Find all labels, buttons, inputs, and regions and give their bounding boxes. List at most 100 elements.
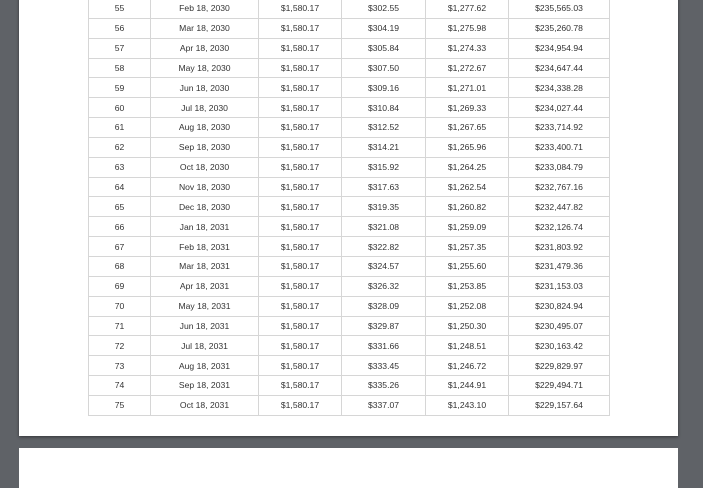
- interest-cell: $1,248.51: [425, 335, 509, 357]
- principal-cell: $317.63: [341, 176, 426, 198]
- payment-number-cell: 64: [88, 176, 151, 198]
- payment-number-cell: 59: [88, 77, 151, 99]
- payment-amount-cell: $1,580.17: [258, 315, 342, 337]
- payment-date-cell: Sep 18, 2031: [150, 375, 259, 396]
- principal-cell: $314.21: [341, 136, 426, 158]
- payment-date-cell: Jun 18, 2031: [150, 315, 259, 337]
- payment-date-cell: Mar 18, 2030: [150, 17, 259, 39]
- interest-cell: $1,244.91: [425, 375, 509, 396]
- payment-date-cell: Apr 18, 2031: [150, 275, 259, 297]
- interest-cell: $1,269.33: [425, 97, 509, 119]
- balance-cell: $233,714.92: [508, 117, 610, 138]
- payment-amount-cell: $1,580.17: [258, 335, 342, 357]
- table-row: 62 Sep 18, 2030 $1,580.17 $314.21 $1,265.96 $…: [88, 136, 610, 158]
- payment-number-cell: 65: [88, 196, 151, 218]
- payment-amount-cell: $1,580.17: [258, 176, 342, 198]
- balance-cell: $234,027.44: [508, 97, 610, 119]
- payment-amount-cell: $1,580.17: [258, 236, 342, 257]
- principal-cell: $312.52: [341, 117, 426, 138]
- table-row: 71 Jun 18, 2031 $1,580.17 $329.87 $1,250.30 $…: [88, 315, 610, 337]
- interest-cell: $1,250.30: [425, 315, 509, 337]
- interest-cell: $1,259.09: [425, 216, 509, 238]
- payment-amount-cell: $1,580.17: [258, 57, 342, 79]
- payment-date-cell: Mar 18, 2031: [150, 255, 259, 277]
- payment-number-cell: 66: [88, 216, 151, 238]
- table-row: 65 Dec 18, 2030 $1,580.17 $319.35 $1,260.82 $…: [88, 196, 610, 218]
- interest-cell: $1,275.98: [425, 17, 509, 39]
- payment-amount-cell: $1,580.17: [258, 77, 342, 99]
- next-document-page: [19, 448, 678, 488]
- balance-cell: $232,126.74: [508, 216, 610, 238]
- table-row: 67 Feb 18, 2031 $1,580.17 $322.82 $1,257.35 $…: [88, 236, 610, 257]
- table-row: 73 Aug 18, 2031 $1,580.17 $333.45 $1,246.72 $…: [88, 355, 610, 377]
- payment-date-cell: Feb 18, 2030: [150, 0, 259, 19]
- principal-cell: $315.92: [341, 156, 426, 178]
- interest-cell: $1,272.67: [425, 57, 509, 79]
- payment-number-cell: 72: [88, 335, 151, 357]
- interest-cell: $1,260.82: [425, 196, 509, 218]
- table-row: 69 Apr 18, 2031 $1,580.17 $326.32 $1,253.85 $…: [88, 275, 610, 297]
- payment-number-cell: 63: [88, 156, 151, 178]
- principal-cell: $333.45: [341, 355, 426, 377]
- payment-number-cell: 55: [88, 0, 151, 19]
- principal-cell: $307.50: [341, 57, 426, 79]
- payment-date-cell: Feb 18, 2031: [150, 236, 259, 257]
- payment-number-cell: 61: [88, 117, 151, 138]
- payment-date-cell: Jul 18, 2031: [150, 335, 259, 357]
- table-row: 63 Oct 18, 2030 $1,580.17 $315.92 $1,264.25 $…: [88, 156, 610, 178]
- table-row: 70 May 18, 2031 $1,580.17 $328.09 $1,252.08 $…: [88, 295, 610, 317]
- table-row: 59 Jun 18, 2030 $1,580.17 $309.16 $1,271.01 $…: [88, 77, 610, 99]
- payment-date-cell: Oct 18, 2031: [150, 394, 259, 416]
- principal-cell: $305.84: [341, 37, 426, 59]
- principal-cell: $326.32: [341, 275, 426, 297]
- table-row: 55 Feb 18, 2030 $1,580.17 $302.55 $1,277.62 $…: [88, 0, 610, 19]
- payment-number-cell: 70: [88, 295, 151, 317]
- payment-amount-cell: $1,580.17: [258, 97, 342, 119]
- interest-cell: $1,267.65: [425, 117, 509, 138]
- payment-number-cell: 71: [88, 315, 151, 337]
- balance-cell: $234,647.44: [508, 57, 610, 79]
- principal-cell: $335.26: [341, 375, 426, 396]
- payment-date-cell: Dec 18, 2030: [150, 196, 259, 218]
- payment-date-cell: Aug 18, 2031: [150, 355, 259, 377]
- table-row: 60 Jul 18, 2030 $1,580.17 $310.84 $1,269.33 $…: [88, 97, 610, 119]
- payment-amount-cell: $1,580.17: [258, 216, 342, 238]
- balance-cell: $230,163.42: [508, 335, 610, 357]
- payment-number-cell: 56: [88, 17, 151, 39]
- payment-number-cell: 57: [88, 37, 151, 59]
- interest-cell: $1,257.35: [425, 236, 509, 257]
- balance-cell: $233,084.79: [508, 156, 610, 178]
- table-row: 58 May 18, 2030 $1,580.17 $307.50 $1,272.67 $…: [88, 57, 610, 79]
- payment-amount-cell: $1,580.17: [258, 156, 342, 178]
- payment-amount-cell: $1,580.17: [258, 37, 342, 59]
- payment-number-cell: 62: [88, 136, 151, 158]
- principal-cell: $310.84: [341, 97, 426, 119]
- interest-cell: $1,255.60: [425, 255, 509, 277]
- balance-cell: $229,829.97: [508, 355, 610, 377]
- table-row: 66 Jan 18, 2031 $1,580.17 $321.08 $1,259.09 $…: [88, 216, 610, 238]
- interest-cell: $1,274.33: [425, 37, 509, 59]
- balance-cell: $231,153.03: [508, 275, 610, 297]
- principal-cell: $309.16: [341, 77, 426, 99]
- amortization-table-body: 55 Feb 18, 2030 $1,580.17 $302.55 $1,277.62 $…: [88, 0, 610, 416]
- balance-cell: $235,565.03: [508, 0, 610, 19]
- amortization-table: 55 Feb 18, 2030 $1,580.17 $302.55 $1,277.62 $…: [88, 0, 610, 416]
- interest-cell: $1,246.72: [425, 355, 509, 377]
- payment-date-cell: Jun 18, 2030: [150, 77, 259, 99]
- payment-number-cell: 60: [88, 97, 151, 119]
- interest-cell: $1,265.96: [425, 136, 509, 158]
- balance-cell: $232,767.16: [508, 176, 610, 198]
- table-row: 68 Mar 18, 2031 $1,580.17 $324.57 $1,255.60 $…: [88, 255, 610, 277]
- balance-cell: $234,338.28: [508, 77, 610, 99]
- payment-date-cell: May 18, 2030: [150, 57, 259, 79]
- payment-amount-cell: $1,580.17: [258, 355, 342, 377]
- table-row: 56 Mar 18, 2030 $1,580.17 $304.19 $1,275.98 $…: [88, 17, 610, 39]
- payment-amount-cell: $1,580.17: [258, 17, 342, 39]
- payment-amount-cell: $1,580.17: [258, 117, 342, 138]
- payment-amount-cell: $1,580.17: [258, 196, 342, 218]
- interest-cell: $1,252.08: [425, 295, 509, 317]
- payment-number-cell: 58: [88, 57, 151, 79]
- table-row: 72 Jul 18, 2031 $1,580.17 $331.66 $1,248.51 $…: [88, 335, 610, 357]
- payment-amount-cell: $1,580.17: [258, 275, 342, 297]
- payment-amount-cell: $1,580.17: [258, 394, 342, 416]
